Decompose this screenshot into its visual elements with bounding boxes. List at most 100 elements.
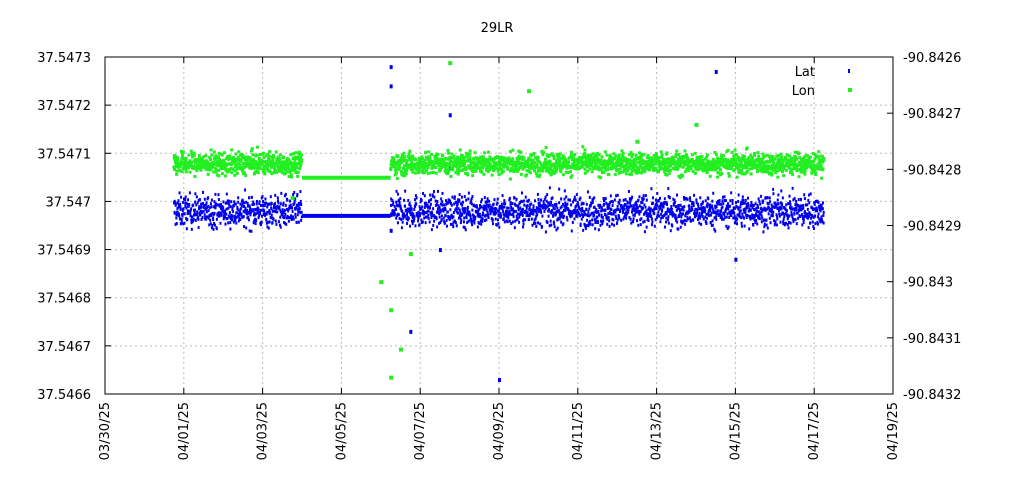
lat-point (278, 223, 281, 227)
lat-point (688, 196, 691, 200)
lon-point (539, 162, 543, 166)
lat-point (211, 211, 214, 215)
lat-point (256, 211, 259, 215)
lat-point (776, 215, 779, 219)
lat-point (463, 226, 466, 230)
lon-point (454, 157, 458, 161)
lat-point (586, 190, 589, 194)
lon-point (391, 162, 395, 166)
lat-point (618, 216, 621, 220)
lat-point (614, 214, 617, 218)
lon-point (500, 171, 504, 175)
lat-point (688, 207, 691, 211)
lon-point (280, 160, 284, 164)
lat-point (496, 201, 499, 205)
lat-point (740, 202, 743, 206)
lat-point (676, 207, 679, 211)
lon-point (666, 168, 670, 172)
lat-point (589, 213, 592, 217)
lon-point (732, 168, 736, 172)
lon-point (775, 163, 779, 167)
lat-point (490, 209, 493, 213)
lat-point (233, 203, 236, 207)
lon-point (552, 162, 556, 166)
lat-point (234, 202, 237, 206)
lon-point (258, 152, 262, 156)
lon-point (803, 169, 807, 173)
lat-point (549, 219, 552, 223)
lat-point (284, 192, 287, 196)
lat-point (461, 212, 464, 216)
lon-point (528, 171, 532, 175)
lat-point (483, 207, 486, 211)
lon-point (629, 150, 633, 154)
lat-point (586, 218, 589, 222)
lat-point (203, 213, 206, 217)
lon-point (694, 164, 698, 168)
lat-point (555, 228, 558, 232)
lat-point (723, 215, 726, 219)
lon-point (552, 157, 556, 161)
lat-point (281, 208, 284, 212)
lat-point (760, 210, 763, 214)
lon-point (720, 153, 724, 157)
lat-point (533, 218, 536, 222)
lon-point (751, 155, 755, 159)
lon-point (690, 157, 694, 161)
lat-point (502, 209, 505, 213)
lat-point (222, 206, 225, 210)
lat-point (696, 202, 699, 206)
lon-point (608, 154, 612, 158)
lat-point (564, 208, 567, 212)
lat-point (419, 200, 422, 204)
lat-point (288, 199, 291, 203)
lon-point (807, 162, 811, 166)
lat-point (720, 215, 723, 219)
lon-point (251, 153, 255, 157)
lat-point (685, 219, 688, 223)
lat-point (487, 199, 490, 203)
lat-point (202, 202, 205, 206)
lon-point (590, 163, 594, 167)
lat-outlier-point (389, 228, 393, 233)
lat-point (739, 202, 742, 206)
lat-point (264, 197, 267, 201)
lat-point (611, 212, 614, 216)
lon-point (448, 162, 452, 166)
lat-point (506, 206, 509, 210)
lat-point (581, 213, 584, 217)
lat-point (211, 223, 214, 227)
lat-point (564, 201, 567, 205)
lat-point (682, 195, 685, 199)
lon-point (800, 165, 804, 169)
lat-point (782, 220, 785, 224)
lon-point (609, 158, 613, 162)
lon-point (397, 164, 401, 168)
lon-point (294, 151, 298, 155)
lon-point (803, 172, 807, 176)
lon-point (561, 173, 565, 177)
lat-point (524, 195, 527, 199)
lon-point (440, 161, 444, 165)
lat-point (765, 218, 768, 222)
lat-point (532, 212, 535, 216)
lat-point (525, 204, 528, 208)
lon-point (548, 160, 552, 164)
lat-point (426, 215, 429, 219)
lat-point (544, 203, 547, 207)
lat-point (453, 195, 456, 199)
lon-point (243, 155, 247, 159)
lat-point (534, 221, 537, 225)
lat-point (666, 202, 669, 206)
lat-point (575, 193, 578, 197)
lat-point (535, 224, 538, 228)
lat-point (742, 201, 745, 205)
lat-point (425, 211, 428, 215)
lat-point (764, 208, 767, 212)
lon-point (770, 171, 774, 175)
lat-point (508, 210, 511, 214)
lat-point (194, 200, 197, 204)
lon-point (408, 155, 412, 159)
lon-point (614, 154, 618, 158)
lat-point (503, 202, 506, 206)
